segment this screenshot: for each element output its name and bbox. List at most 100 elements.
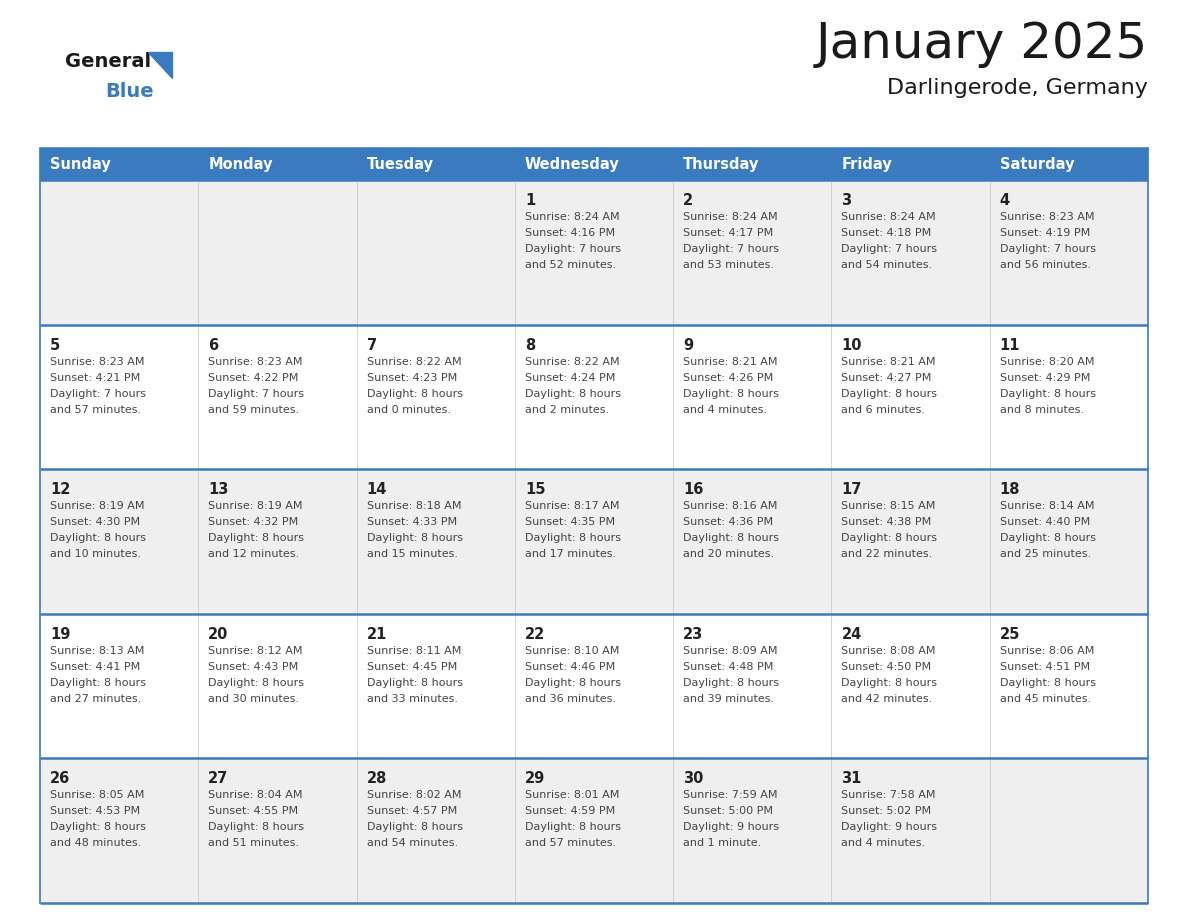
Text: Sunrise: 8:24 AM: Sunrise: 8:24 AM — [525, 212, 619, 222]
Text: Blue: Blue — [105, 82, 153, 101]
Text: Daylight: 7 hours: Daylight: 7 hours — [50, 388, 146, 398]
Text: Sunset: 4:57 PM: Sunset: 4:57 PM — [367, 806, 457, 816]
Text: Sunset: 4:55 PM: Sunset: 4:55 PM — [208, 806, 298, 816]
Text: and 36 minutes.: and 36 minutes. — [525, 694, 615, 704]
Text: Sunset: 4:26 PM: Sunset: 4:26 PM — [683, 373, 773, 383]
Text: Sunset: 4:22 PM: Sunset: 4:22 PM — [208, 373, 298, 383]
Text: Daylight: 8 hours: Daylight: 8 hours — [1000, 677, 1095, 688]
Polygon shape — [148, 52, 172, 78]
Text: 26: 26 — [50, 771, 70, 787]
Text: 16: 16 — [683, 482, 703, 498]
Text: Sunrise: 8:22 AM: Sunrise: 8:22 AM — [525, 356, 619, 366]
Text: 4: 4 — [1000, 193, 1010, 208]
Text: Sunset: 4:33 PM: Sunset: 4:33 PM — [367, 517, 456, 527]
Text: Daylight: 8 hours: Daylight: 8 hours — [683, 533, 779, 543]
Text: Sunrise: 8:13 AM: Sunrise: 8:13 AM — [50, 645, 145, 655]
Text: and 15 minutes.: and 15 minutes. — [367, 549, 457, 559]
Text: Sunset: 4:18 PM: Sunset: 4:18 PM — [841, 228, 931, 238]
Text: Sunrise: 8:09 AM: Sunrise: 8:09 AM — [683, 645, 778, 655]
Text: and 45 minutes.: and 45 minutes. — [1000, 694, 1091, 704]
Text: Daylight: 8 hours: Daylight: 8 hours — [525, 388, 621, 398]
Text: General: General — [65, 52, 151, 71]
Text: Daylight: 7 hours: Daylight: 7 hours — [525, 244, 621, 254]
Text: Daylight: 7 hours: Daylight: 7 hours — [683, 244, 779, 254]
Text: 30: 30 — [683, 771, 703, 787]
Text: and 57 minutes.: and 57 minutes. — [525, 838, 617, 848]
Text: and 12 minutes.: and 12 minutes. — [208, 549, 299, 559]
Text: Daylight: 8 hours: Daylight: 8 hours — [841, 677, 937, 688]
Text: Daylight: 8 hours: Daylight: 8 hours — [683, 388, 779, 398]
Text: Daylight: 9 hours: Daylight: 9 hours — [683, 823, 779, 833]
Text: Sunrise: 8:22 AM: Sunrise: 8:22 AM — [367, 356, 461, 366]
Text: and 22 minutes.: and 22 minutes. — [841, 549, 933, 559]
Text: Sunset: 5:00 PM: Sunset: 5:00 PM — [683, 806, 773, 816]
Text: 20: 20 — [208, 627, 228, 642]
Text: Saturday: Saturday — [1000, 156, 1074, 172]
Text: Sunset: 4:24 PM: Sunset: 4:24 PM — [525, 373, 615, 383]
Text: Sunset: 4:43 PM: Sunset: 4:43 PM — [208, 662, 298, 672]
Text: and 52 minutes.: and 52 minutes. — [525, 260, 617, 270]
Text: 7: 7 — [367, 338, 377, 353]
Text: 22: 22 — [525, 627, 545, 642]
Text: 10: 10 — [841, 338, 862, 353]
Text: and 57 minutes.: and 57 minutes. — [50, 405, 141, 415]
Text: Daylight: 8 hours: Daylight: 8 hours — [525, 533, 621, 543]
Text: 19: 19 — [50, 627, 70, 642]
Text: January 2025: January 2025 — [816, 20, 1148, 68]
Text: Sunrise: 8:24 AM: Sunrise: 8:24 AM — [841, 212, 936, 222]
Text: and 8 minutes.: and 8 minutes. — [1000, 405, 1083, 415]
Text: 9: 9 — [683, 338, 694, 353]
Bar — [40, 325, 1148, 469]
Text: Sunset: 4:35 PM: Sunset: 4:35 PM — [525, 517, 615, 527]
Text: Daylight: 9 hours: Daylight: 9 hours — [841, 823, 937, 833]
Text: Daylight: 8 hours: Daylight: 8 hours — [208, 823, 304, 833]
Text: Sunset: 4:51 PM: Sunset: 4:51 PM — [1000, 662, 1089, 672]
Text: 18: 18 — [1000, 482, 1020, 498]
Text: Sunset: 4:53 PM: Sunset: 4:53 PM — [50, 806, 140, 816]
Text: Daylight: 8 hours: Daylight: 8 hours — [367, 823, 462, 833]
Text: Sunrise: 8:14 AM: Sunrise: 8:14 AM — [1000, 501, 1094, 511]
Text: Monday: Monday — [208, 156, 273, 172]
Text: and 33 minutes.: and 33 minutes. — [367, 694, 457, 704]
Text: Friday: Friday — [841, 156, 892, 172]
Text: 1: 1 — [525, 193, 535, 208]
Text: Sunrise: 8:04 AM: Sunrise: 8:04 AM — [208, 790, 303, 800]
Text: Thursday: Thursday — [683, 156, 759, 172]
Text: Daylight: 7 hours: Daylight: 7 hours — [1000, 244, 1095, 254]
Text: 11: 11 — [1000, 338, 1020, 353]
Text: Daylight: 8 hours: Daylight: 8 hours — [50, 677, 146, 688]
Text: Daylight: 8 hours: Daylight: 8 hours — [1000, 388, 1095, 398]
Bar — [40, 469, 1148, 614]
Text: 24: 24 — [841, 627, 861, 642]
Text: Daylight: 8 hours: Daylight: 8 hours — [367, 388, 462, 398]
Text: Sunset: 4:19 PM: Sunset: 4:19 PM — [1000, 228, 1089, 238]
Text: 25: 25 — [1000, 627, 1020, 642]
Text: Daylight: 8 hours: Daylight: 8 hours — [841, 533, 937, 543]
Text: Sunrise: 8:23 AM: Sunrise: 8:23 AM — [50, 356, 145, 366]
Bar — [40, 180, 1148, 325]
Text: and 42 minutes.: and 42 minutes. — [841, 694, 933, 704]
Text: Sunrise: 7:59 AM: Sunrise: 7:59 AM — [683, 790, 778, 800]
Text: and 54 minutes.: and 54 minutes. — [367, 838, 457, 848]
Text: Sunrise: 8:06 AM: Sunrise: 8:06 AM — [1000, 645, 1094, 655]
Text: and 6 minutes.: and 6 minutes. — [841, 405, 925, 415]
Text: and 56 minutes.: and 56 minutes. — [1000, 260, 1091, 270]
Text: Tuesday: Tuesday — [367, 156, 434, 172]
Text: 15: 15 — [525, 482, 545, 498]
Text: Daylight: 8 hours: Daylight: 8 hours — [367, 677, 462, 688]
Text: Daylight: 7 hours: Daylight: 7 hours — [208, 388, 304, 398]
Text: 28: 28 — [367, 771, 387, 787]
Text: 29: 29 — [525, 771, 545, 787]
Text: Daylight: 8 hours: Daylight: 8 hours — [50, 533, 146, 543]
Text: Sunrise: 8:21 AM: Sunrise: 8:21 AM — [683, 356, 778, 366]
Text: Sunset: 4:27 PM: Sunset: 4:27 PM — [841, 373, 931, 383]
Text: Sunrise: 8:23 AM: Sunrise: 8:23 AM — [1000, 212, 1094, 222]
Text: 27: 27 — [208, 771, 228, 787]
Text: 5: 5 — [50, 338, 61, 353]
Bar — [40, 614, 1148, 758]
Text: and 48 minutes.: and 48 minutes. — [50, 838, 141, 848]
Text: 21: 21 — [367, 627, 387, 642]
Text: and 54 minutes.: and 54 minutes. — [841, 260, 933, 270]
Text: Sunday: Sunday — [50, 156, 110, 172]
Text: and 2 minutes.: and 2 minutes. — [525, 405, 609, 415]
